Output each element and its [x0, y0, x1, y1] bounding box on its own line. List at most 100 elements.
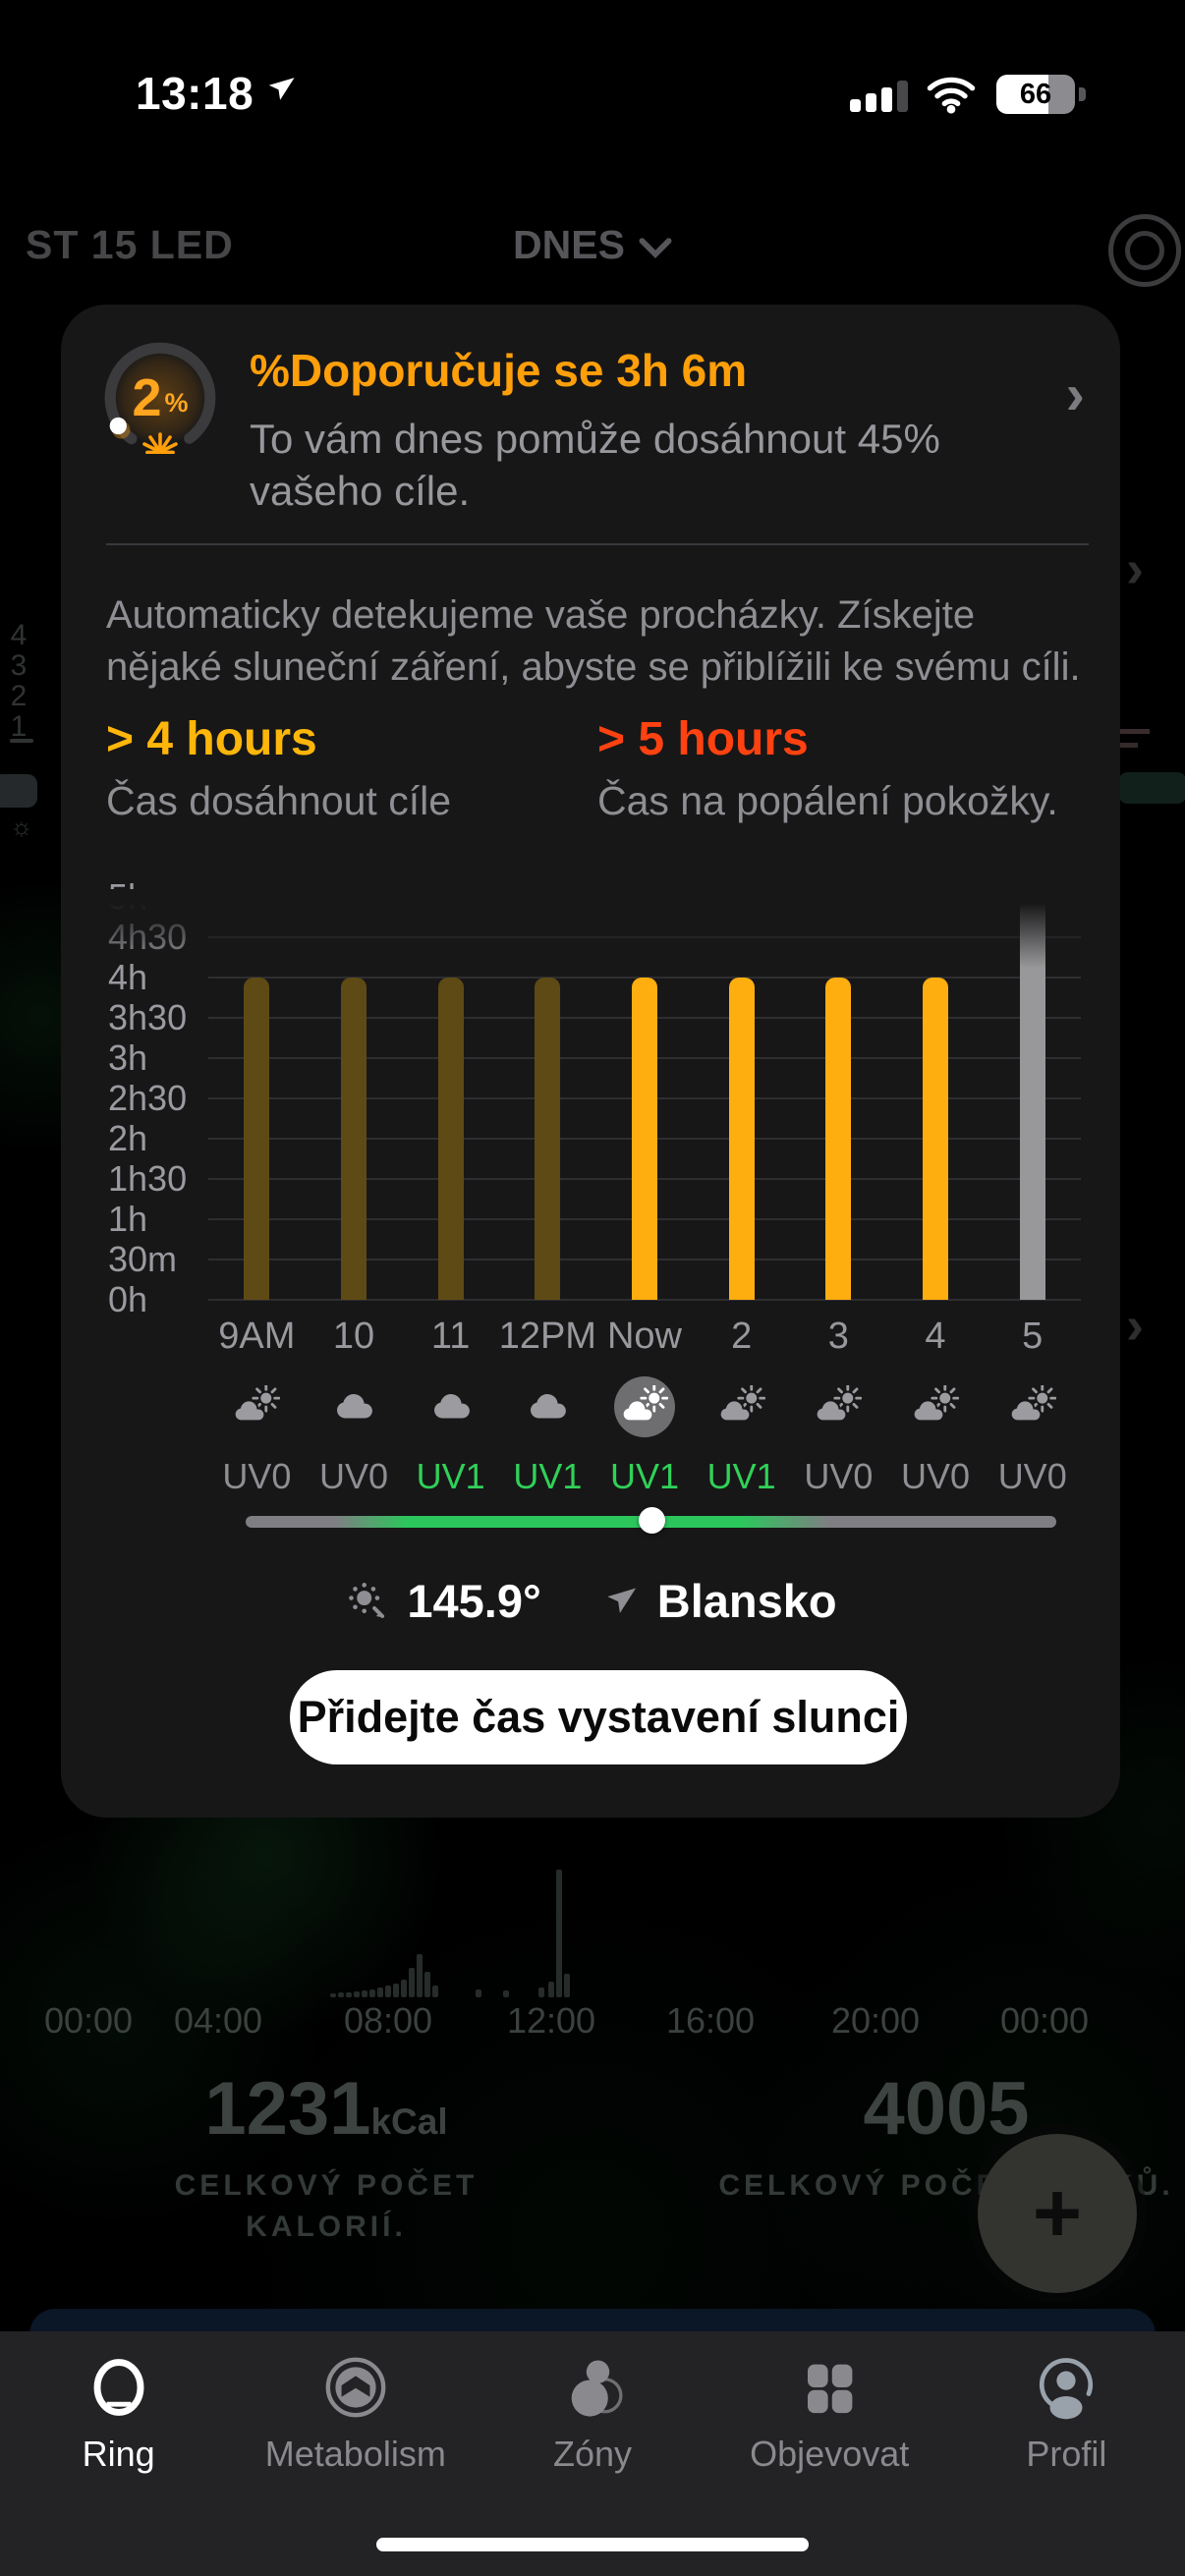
bg-dash [1116, 729, 1150, 734]
status-time: 13:18 [136, 68, 254, 119]
bg-x-axis-label: 00:00 [43, 2000, 134, 2041]
sparkline-bar [401, 1980, 407, 1997]
forecast-cell[interactable] [596, 1371, 694, 1443]
sun-goal-gauge: 2% [100, 338, 220, 458]
uv-label: UV1 [706, 1456, 776, 1496]
grid-icon [808, 2364, 853, 2414]
metabolism-icon [325, 2357, 386, 2418]
chevron-down-icon [639, 238, 672, 259]
y-axis-label: 1h30 [108, 1158, 188, 1199]
sparkline-bar [338, 1992, 344, 1997]
ring-icon [93, 2359, 144, 2416]
gauge-glow [114, 352, 206, 444]
uv-label: UV0 [318, 1456, 389, 1496]
sparkline-bar [385, 1986, 391, 1997]
date-selector-label: DNES [513, 222, 625, 267]
uv-label: UV0 [997, 1456, 1067, 1496]
uv-label: UV1 [513, 1456, 583, 1496]
header-device-title: ST 15 LED [26, 222, 234, 267]
bg-axis-digit: 2 [10, 680, 28, 712]
cloud-icon [531, 1394, 567, 1419]
forecast-cell[interactable] [693, 1371, 790, 1443]
time-slider-thumb[interactable] [639, 1507, 665, 1534]
bg-chevron-right: › [1126, 1296, 1144, 1355]
sparkline-bar [377, 1988, 383, 1997]
uv-index-row: UV0 UV0 UV1 UV1 UV1 UV1 UV0 UV0 UV0 [208, 1456, 1081, 1497]
forecast-cell[interactable] [499, 1371, 596, 1443]
x-axis-label: Now [606, 1316, 683, 1357]
bg-x-axis-label: 00:00 [999, 2000, 1090, 2041]
battery-percent: 66 [1019, 78, 1052, 110]
sparkline-bar [548, 1982, 554, 1997]
bg-x-axis-label: 16:00 [665, 2000, 756, 2041]
uv-label: UV0 [804, 1456, 874, 1496]
sparkline-bar [409, 1968, 415, 1997]
x-axis-label: 11 [430, 1316, 471, 1357]
add-sun-exposure-button[interactable]: Přidejte čas vystavení slunci [290, 1670, 907, 1764]
sun-exposure-sheet: 2% %Doporučuje se 3h 6m To vám dnes pomů… [61, 305, 1120, 1818]
bg-axis-digit: 4 [10, 619, 28, 651]
location-name: Blansko [656, 1575, 837, 1627]
calories-value: 1231 [204, 2067, 371, 2151]
total-calories-metric: 1231kCal CELKOVÝ POČET KALORIÍ. [110, 2071, 542, 2248]
date-selector[interactable]: DNES [0, 222, 1185, 268]
add-button[interactable]: + [978, 2134, 1137, 2293]
cloud-sun-icon [621, 1385, 669, 1423]
gauge-percent-sign: % [164, 387, 189, 418]
forecast-cell[interactable] [984, 1371, 1081, 1443]
goal-time-caption: Čas dosáhnout cíle [106, 778, 452, 823]
bg-pill [0, 774, 37, 808]
chart-top-fade [106, 889, 1089, 968]
sun-azimuth-value: 145.9° [407, 1575, 541, 1627]
gauge-percent: 2% [100, 338, 220, 458]
cloud-sun-icon [1009, 1385, 1056, 1423]
gauge-percent-value: 2 [132, 368, 162, 427]
battery-icon: 66 [996, 75, 1075, 114]
sun-position-row: 145.9° Blansko [61, 1574, 1120, 1628]
steps-value: 4005 [863, 2067, 1030, 2151]
forecast-cell[interactable] [790, 1371, 887, 1443]
tab-metabolism[interactable]: Metabolism [237, 2331, 474, 2576]
sparkline-bar [556, 1870, 562, 1997]
x-axis-label: 10 [332, 1316, 375, 1357]
forecast-cell[interactable] [306, 1371, 403, 1443]
battery-cap [1079, 87, 1086, 101]
x-axis-label: 5 [1022, 1316, 1044, 1357]
cloud-sun-icon [816, 1385, 863, 1423]
uv-label: UV1 [610, 1456, 680, 1496]
forecast-cell[interactable] [402, 1371, 499, 1443]
sun-bar-11 [437, 978, 464, 1300]
tab-ring[interactable]: Ring [0, 2331, 237, 2576]
sparkline-bar [476, 1989, 481, 1997]
sun-bar-2 [728, 978, 755, 1300]
goal-header[interactable]: %Doporučuje se 3h 6m To vám dnes pomůže … [250, 344, 996, 518]
tab-profile[interactable]: Profil [948, 2331, 1185, 2576]
home-indicator[interactable] [376, 2538, 809, 2551]
location-active-icon [268, 78, 295, 100]
ring-status-icon[interactable] [1108, 214, 1181, 287]
chevron-right-icon[interactable]: › [1065, 363, 1085, 426]
walk-detection-description: Automaticky detekujeme vaše procházky. Z… [106, 593, 1081, 689]
forecast-cell[interactable] [887, 1371, 985, 1443]
goal-subtitle: To vám dnes pomůže dosáhnout 45% vašeho … [250, 416, 940, 515]
divider [106, 543, 1089, 545]
gridline [208, 1299, 1081, 1301]
y-axis-label: 1h [108, 1199, 148, 1239]
tab-label: Profil [1026, 2434, 1107, 2474]
weather-forecast-row [208, 1371, 1081, 1443]
sun-bar-Now [632, 978, 657, 1300]
cloud-icon [337, 1394, 372, 1419]
tab-discover[interactable]: Objevovat [711, 2331, 948, 2576]
x-axis-label: 4 [925, 1316, 946, 1357]
forecast-cell[interactable] [208, 1371, 306, 1443]
navigation-arrow-icon [607, 1588, 636, 1613]
sun-bar-10 [341, 978, 367, 1300]
wifi-icon [927, 77, 976, 114]
sparkline-bar [564, 1974, 570, 1997]
tab-zones[interactable]: Zóny [474, 2331, 710, 2576]
goal-title: %Doporučuje se 3h 6m [250, 345, 748, 396]
y-axis-label: 2h [108, 1118, 148, 1158]
goal-time-stat: > 4 hours Čas dosáhnout cíle [106, 712, 597, 824]
